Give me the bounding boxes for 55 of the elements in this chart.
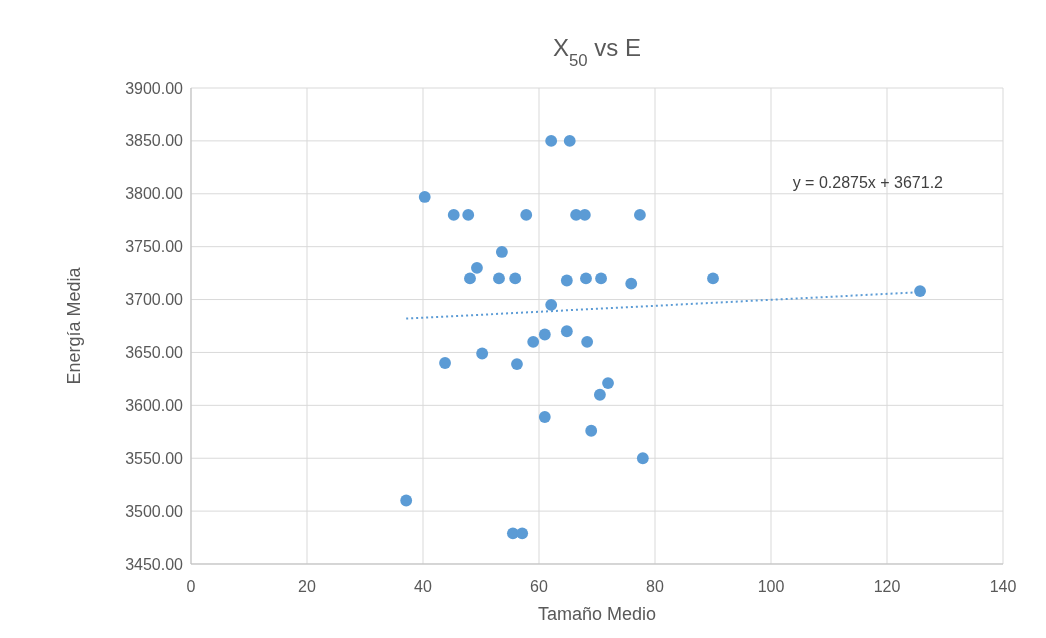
point	[400, 494, 413, 507]
point	[585, 424, 598, 437]
y-tick-label: 3700.00	[125, 291, 184, 309]
point	[493, 272, 505, 285]
point	[520, 209, 533, 221]
point	[914, 285, 926, 297]
point	[560, 325, 573, 338]
point	[625, 277, 638, 290]
chart-title: X$_{50}$ vs E	[552, 34, 642, 70]
y-tick-label: 3750.00	[125, 238, 184, 256]
x-tick-label: 20	[298, 578, 316, 595]
point	[581, 335, 594, 348]
annotation: y = 0.2875x + 3671.2	[792, 174, 944, 191]
y-tick-label: 3800.00	[125, 185, 184, 203]
x-tick-label: 60	[530, 578, 548, 595]
x-axis-title: Tamaño Medio	[537, 604, 657, 624]
x-tick-label: 120	[873, 578, 901, 595]
point	[527, 335, 540, 348]
y-tick-label: 3550.00	[125, 449, 184, 467]
x-tick-label: 100	[757, 578, 785, 595]
y-tick-label: 3450.00	[125, 555, 184, 573]
point	[495, 246, 508, 258]
point	[471, 261, 483, 274]
point	[464, 272, 476, 285]
point	[593, 388, 606, 401]
y-tick-label: 3650.00	[125, 344, 184, 362]
point	[439, 357, 451, 369]
x-tick-label: 140	[989, 578, 1017, 595]
point	[580, 272, 592, 285]
x-tick-label: 0	[186, 578, 196, 595]
point	[418, 191, 431, 203]
point	[538, 328, 551, 341]
point	[563, 134, 576, 147]
point	[602, 377, 614, 390]
point	[595, 272, 607, 285]
point	[447, 209, 460, 221]
point	[509, 272, 522, 285]
point	[516, 527, 529, 540]
point	[634, 209, 646, 221]
point	[560, 274, 573, 287]
point	[545, 298, 558, 311]
point	[636, 452, 649, 465]
point	[545, 134, 558, 147]
y-tick-label: 3500.00	[125, 502, 184, 520]
point	[476, 347, 489, 360]
y-tick-label: 3600.00	[125, 396, 184, 414]
y-axis-title: Energía Media	[64, 266, 84, 385]
point	[511, 358, 523, 370]
point	[462, 209, 475, 221]
y-tick-label: 3900.00	[125, 79, 184, 97]
point	[707, 272, 719, 285]
y-tick-label: 3850.00	[125, 132, 184, 150]
point	[538, 411, 551, 423]
x-tick-label: 40	[414, 578, 432, 595]
x-tick-label: 80	[646, 578, 664, 595]
